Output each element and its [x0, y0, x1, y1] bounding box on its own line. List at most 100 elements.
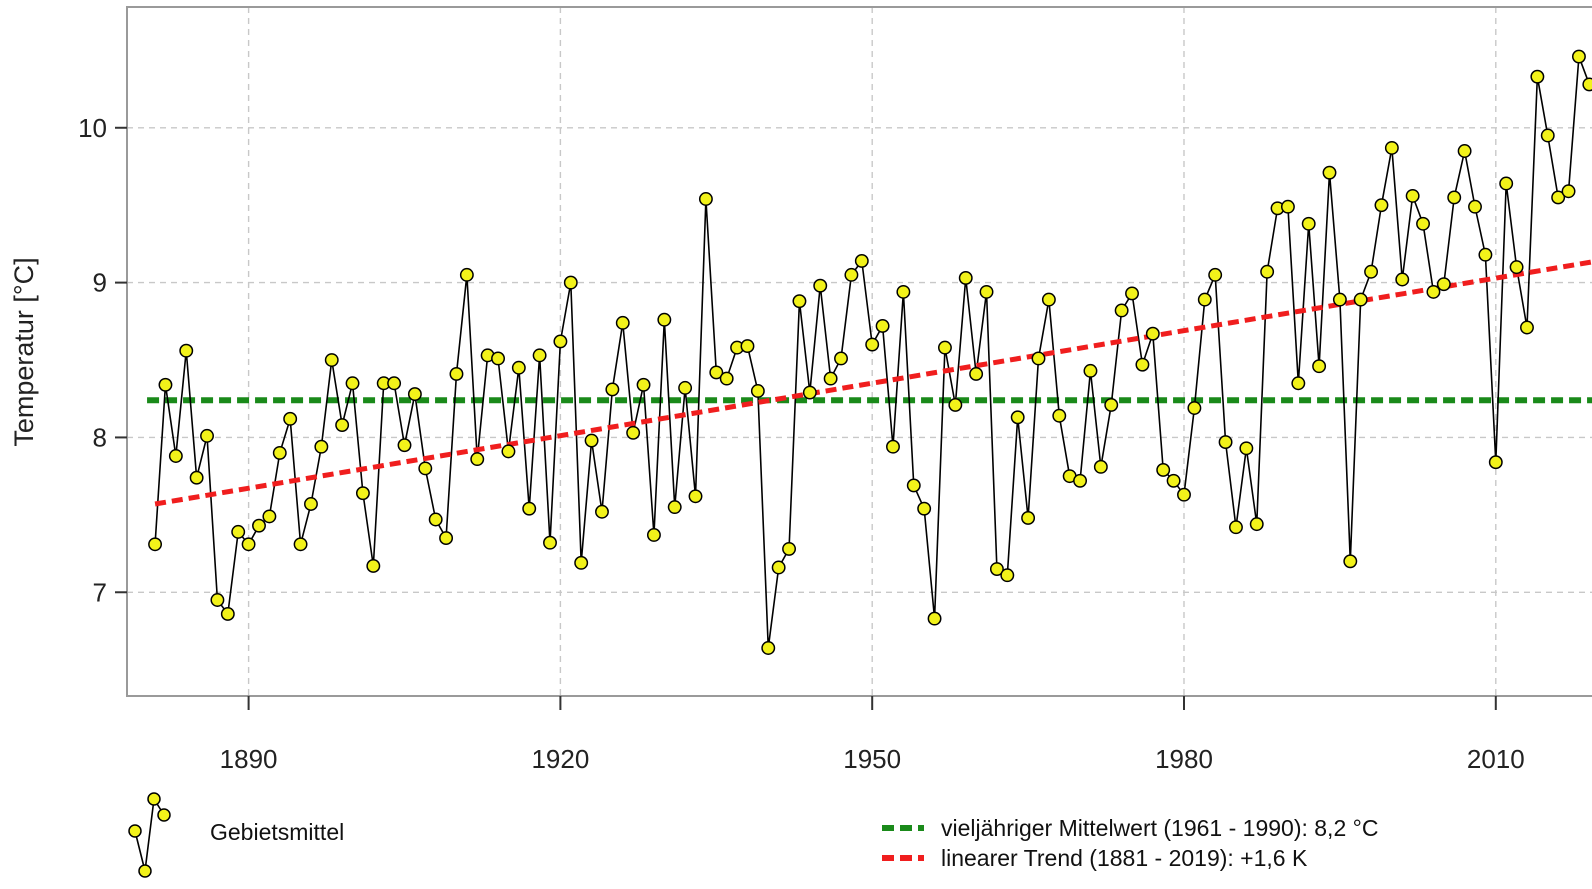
data-point-1898 [324, 353, 339, 367]
data-point-1997 [1353, 292, 1368, 307]
data-point-1905 [397, 438, 412, 453]
data-point-1963 [1000, 568, 1015, 583]
data-point-1967 [1041, 292, 1056, 307]
data-point-1980 [1177, 487, 1191, 502]
data-point-1939 [750, 384, 765, 398]
y-tick-label-10: 10 [78, 113, 107, 143]
data-point-1934 [698, 192, 713, 206]
data-point-1977 [1145, 326, 1160, 341]
data-point-1929 [646, 528, 661, 542]
data-point-1891 [252, 518, 266, 533]
data-point-2004 [1426, 284, 1441, 299]
data-point-1919 [543, 535, 557, 550]
data-point-1966 [1031, 351, 1046, 366]
data-point-1909 [439, 531, 454, 546]
legend-series-icon-marker-0 [128, 824, 142, 838]
data-point-1953 [896, 284, 911, 299]
data-point-1988 [1260, 264, 1275, 279]
data-point-1907 [418, 461, 433, 476]
data-point-1914 [491, 351, 505, 366]
data-point-1932 [678, 380, 693, 395]
data-point-1897 [314, 439, 329, 454]
data-point-1955 [917, 501, 932, 516]
data-point-2014 [1530, 69, 1545, 84]
data-point-1900 [345, 376, 360, 391]
data-point-1985 [1229, 520, 1243, 535]
legend: Gebietsmittel vieljähriger Mittelwert (1… [128, 792, 1378, 878]
data-point-1924 [595, 504, 609, 519]
plot-frame [126, 6, 1592, 697]
data-point-1894 [283, 411, 298, 426]
data-point-1986 [1239, 441, 1254, 456]
data-point-1974 [1114, 303, 1129, 318]
data-point-1933 [688, 489, 703, 504]
data-point-1951 [875, 319, 890, 333]
data-point-1930 [657, 312, 672, 327]
data-point-1998 [1364, 264, 1379, 279]
data-point-1956 [927, 611, 942, 626]
data-point-1899 [335, 418, 350, 432]
data-point-1996 [1343, 554, 1358, 569]
y-tick-label-7: 7 [93, 577, 107, 607]
legend-series-icon-marker-2 [147, 792, 161, 806]
data-point-1987 [1249, 517, 1264, 532]
data-point-1910 [449, 367, 464, 381]
data-point-1952 [886, 439, 900, 454]
data-point-1885 [189, 470, 204, 485]
data-point-1962 [989, 562, 1004, 576]
x-axis: 1890 1920 1950 1980 2010 [220, 696, 1525, 774]
data-point-1995 [1332, 292, 1347, 307]
data-point-1906 [407, 387, 422, 402]
data-point-2012 [1509, 260, 1524, 275]
data-point-1950 [865, 337, 880, 352]
plot-area [147, 49, 1592, 655]
x-tick-label-1920: 1920 [531, 744, 589, 774]
data-point-1976 [1135, 357, 1150, 372]
y-axis-title: Temperatur [°C] [9, 257, 39, 446]
data-point-1935 [709, 365, 724, 380]
data-point-1895 [293, 537, 308, 552]
data-point-1946 [823, 371, 838, 386]
data-point-2001 [1395, 272, 1410, 287]
data-point-1890 [241, 537, 256, 552]
grid [127, 7, 1592, 696]
data-point-1960 [969, 367, 984, 381]
data-point-2016 [1551, 190, 1566, 205]
data-point-1975 [1125, 286, 1139, 301]
data-point-1971 [1083, 363, 1098, 378]
legend-series-icon-line [134, 796, 165, 872]
x-tick-label-1980: 1980 [1155, 744, 1213, 774]
data-point-1948 [844, 267, 859, 282]
data-point-1887 [210, 593, 225, 607]
data-point-1902 [366, 558, 381, 573]
x-tick-label-1890: 1890 [220, 744, 278, 774]
data-point-1965 [1021, 510, 1036, 525]
data-point-2018 [1571, 49, 1586, 64]
data-point-1941 [771, 560, 786, 575]
data-point-2006 [1447, 190, 1462, 205]
data-point-1922 [574, 555, 589, 570]
legend-series-icon [128, 792, 171, 878]
data-point-1896 [304, 497, 318, 511]
data-point-1923 [584, 433, 599, 448]
data-point-2011 [1499, 176, 1514, 191]
legend-series-icon-marker-3 [157, 808, 171, 822]
data-point-1884 [179, 343, 194, 358]
legend-label-mean: vieljähriger Mittelwert (1961 - 1990): 8… [941, 815, 1378, 841]
y-tick-label-8: 8 [93, 422, 107, 452]
data-point-1926 [615, 315, 630, 330]
data-point-1888 [220, 606, 235, 621]
y-axis: 7 8 9 10 [78, 113, 127, 607]
data-point-1883 [168, 449, 183, 463]
data-point-1943 [792, 294, 807, 309]
data-point-1927 [626, 425, 641, 440]
data-point-1889 [231, 524, 246, 539]
data-point-1892 [262, 509, 277, 524]
data-point-1921 [563, 275, 578, 290]
data-point-1984 [1218, 435, 1233, 450]
data-point-1911 [459, 267, 474, 282]
data-point-1959 [958, 271, 973, 285]
data-point-2010 [1488, 455, 1503, 470]
trend-line [154, 259, 1592, 507]
